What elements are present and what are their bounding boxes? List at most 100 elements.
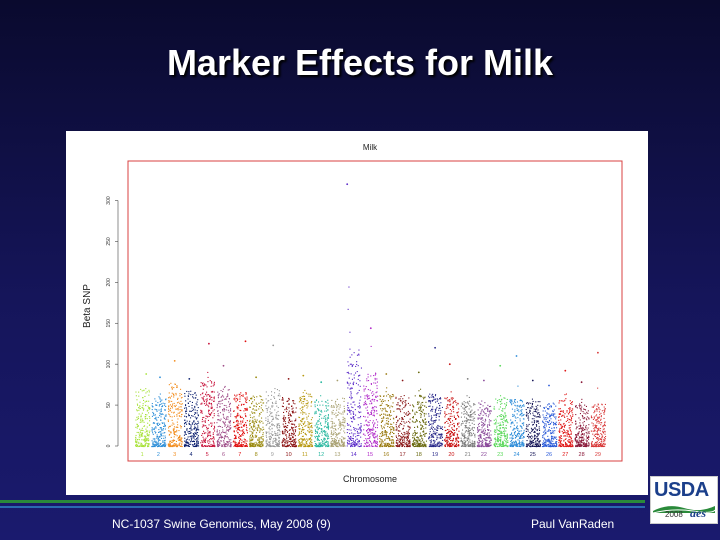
snp-point	[155, 426, 157, 428]
snp-point	[295, 426, 297, 428]
snp-point	[373, 424, 375, 426]
snp-point	[305, 443, 307, 445]
snp-point	[449, 424, 451, 426]
snp-point	[379, 445, 381, 447]
snp-point	[371, 399, 373, 401]
snp-point	[205, 394, 207, 396]
snp-point	[303, 417, 305, 419]
snp-point	[391, 396, 393, 398]
snp-point	[208, 443, 210, 445]
snp-point	[495, 422, 497, 424]
snp-point	[277, 434, 279, 436]
snp-point	[409, 441, 411, 443]
snp-point	[226, 406, 228, 408]
snp-point	[331, 431, 333, 433]
snp-point	[363, 402, 365, 404]
snp-point	[450, 435, 452, 437]
snp-point	[440, 434, 442, 436]
snp-point	[503, 445, 505, 447]
snp-point	[290, 443, 292, 445]
snp-point	[449, 445, 451, 447]
snp-point	[233, 426, 235, 428]
snp-point	[323, 444, 325, 446]
snp-point	[176, 408, 178, 410]
chromosome-11-points	[297, 374, 314, 448]
snp-point	[270, 412, 272, 414]
snp-point	[425, 422, 427, 424]
snp-point	[314, 425, 316, 427]
snp-point	[324, 430, 326, 432]
snp-point	[267, 408, 269, 410]
snp-point	[320, 444, 322, 446]
snp-point	[211, 382, 213, 384]
snp-point	[290, 438, 292, 440]
snp-point	[227, 443, 229, 445]
snp-point	[482, 430, 484, 432]
snp-point	[349, 348, 351, 350]
snp-point	[325, 434, 327, 436]
snp-point	[422, 411, 424, 413]
snp-point	[372, 407, 374, 409]
snp-point	[452, 420, 454, 422]
snp-point	[161, 444, 163, 446]
snp-point	[385, 437, 387, 439]
snp-point	[369, 431, 371, 433]
snp-point	[273, 396, 275, 398]
snp-point	[420, 405, 422, 407]
snp-point	[201, 433, 203, 435]
snp-point	[230, 444, 232, 446]
snp-point	[485, 445, 487, 447]
snp-point	[488, 445, 490, 447]
snp-point	[141, 444, 143, 446]
snp-point	[201, 421, 203, 423]
snp-point	[147, 445, 149, 447]
snp-point	[259, 413, 261, 415]
snp-point	[434, 411, 436, 413]
snp-point	[438, 446, 440, 448]
snp-point	[253, 430, 255, 432]
snp-point	[249, 443, 251, 445]
snp-point	[251, 433, 253, 435]
snp-point	[351, 432, 353, 434]
snp-point	[180, 426, 182, 428]
snp-point	[372, 433, 374, 435]
snp-point	[400, 396, 402, 398]
snp-point	[219, 406, 221, 408]
snp-point	[254, 425, 256, 427]
snp-point	[197, 443, 199, 445]
snp-point	[148, 435, 150, 437]
snp-point	[168, 406, 170, 408]
snp-point	[190, 410, 192, 412]
snp-point	[446, 397, 448, 399]
snp-point	[342, 397, 344, 399]
snp-point	[277, 410, 279, 412]
snp-point	[419, 394, 421, 396]
snp-point	[272, 418, 274, 420]
snp-point	[185, 439, 187, 441]
snp-point	[207, 440, 209, 442]
snp-point	[449, 444, 451, 446]
snp-point	[424, 423, 426, 425]
snp-point	[292, 429, 294, 431]
snp-point	[402, 434, 404, 436]
snp-point	[453, 424, 455, 426]
snp-point	[451, 423, 453, 425]
snp-point	[288, 435, 290, 437]
snp-point	[310, 440, 312, 442]
snp-point	[204, 441, 206, 443]
snp-point	[331, 442, 333, 444]
snp-point	[298, 423, 300, 425]
snp-point	[213, 415, 215, 417]
snp-point	[435, 445, 437, 447]
snp-point	[261, 444, 263, 446]
snp-point	[225, 424, 227, 426]
snp-point	[477, 424, 479, 426]
snp-point	[274, 432, 276, 434]
snp-point	[172, 422, 174, 424]
snp-point	[138, 391, 140, 393]
snp-point	[222, 409, 224, 411]
snp-point	[179, 437, 181, 439]
snp-point	[457, 436, 459, 438]
snp-point	[384, 439, 386, 441]
snp-point	[181, 443, 183, 445]
